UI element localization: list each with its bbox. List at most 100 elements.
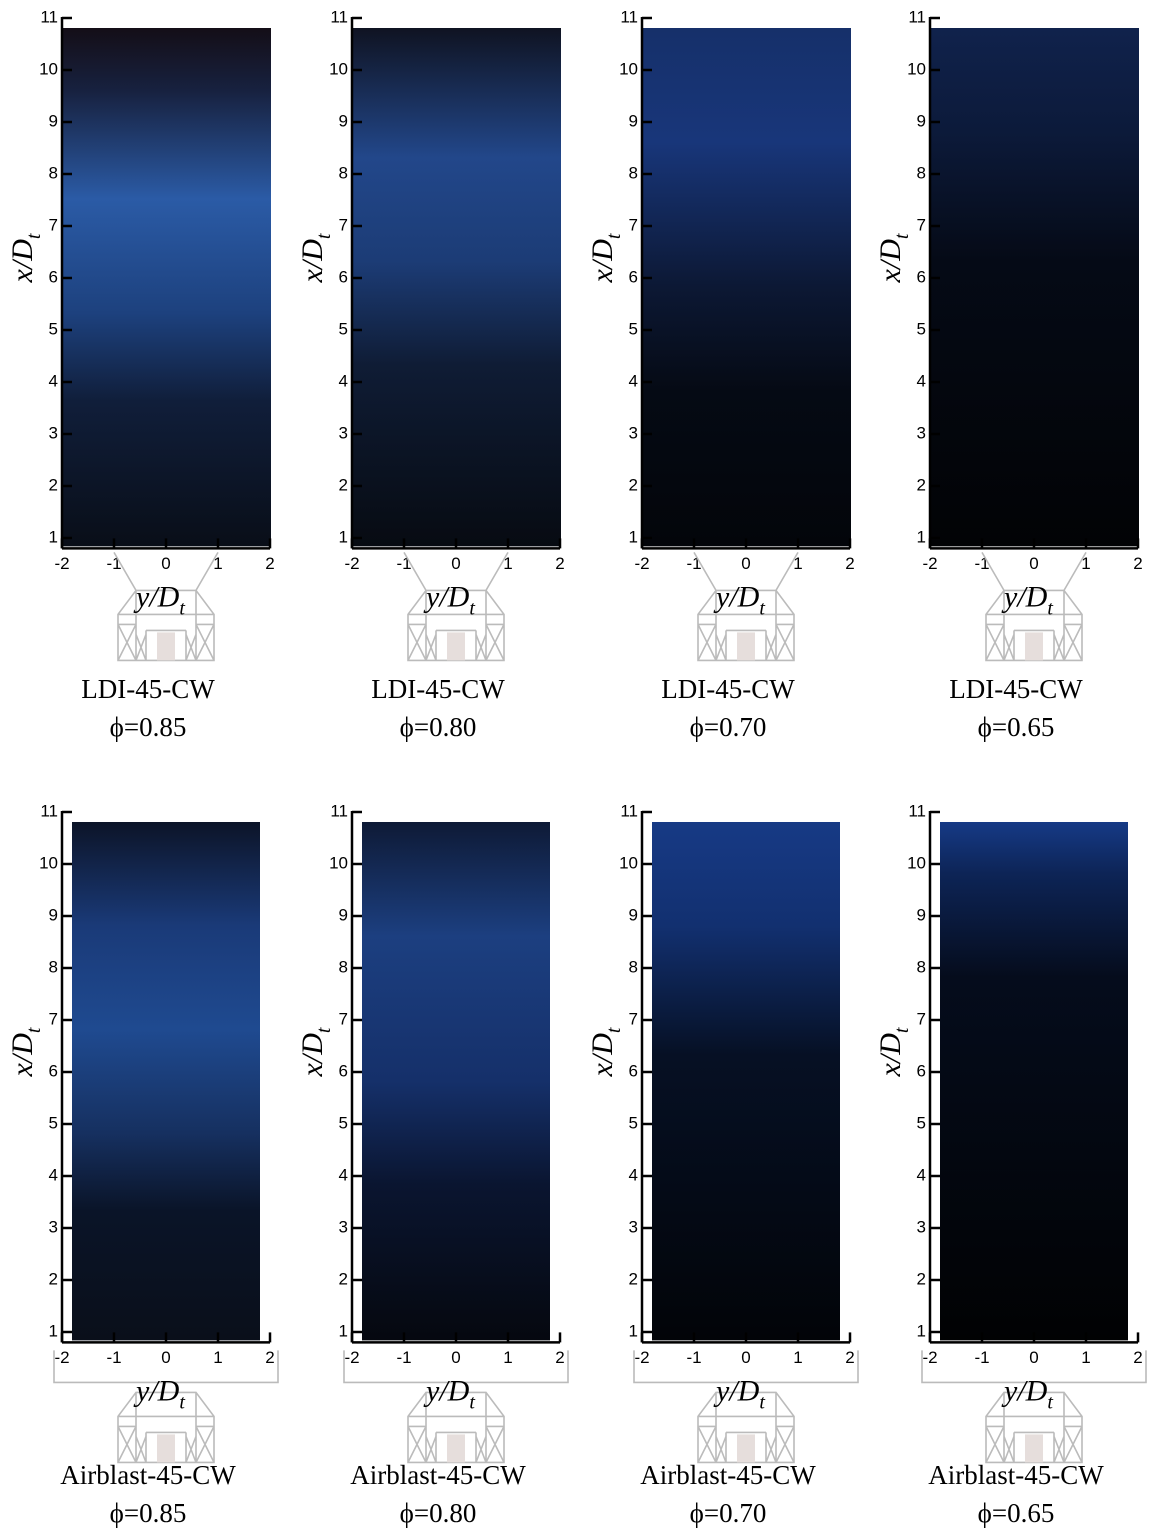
y-tick-label: 10 xyxy=(329,853,348,872)
x-tick-label: -1 xyxy=(396,554,411,573)
y-tick-label: 9 xyxy=(339,905,348,924)
x-tick-label: 1 xyxy=(1081,1348,1090,1367)
x-tick-label: -1 xyxy=(974,554,989,573)
panel: 1234567891011-2-1012y/Dtx/DtAirblast-45-… xyxy=(874,801,1146,1528)
y-tick-label: 5 xyxy=(917,319,926,338)
y-axis-label-sub: t xyxy=(313,1027,335,1033)
y-axis-label: x/Dt xyxy=(6,233,45,283)
x-axis-label-sub: t xyxy=(759,597,765,619)
y-tick-label: 8 xyxy=(629,163,638,182)
y-tick-label: 11 xyxy=(908,801,926,820)
schematic-nozzle xyxy=(1025,1434,1043,1462)
x-axis-label-sub: t xyxy=(179,1391,185,1413)
y-tick-label: 7 xyxy=(339,215,348,234)
x-axis-label: y/Dt xyxy=(713,1374,765,1413)
x-tick-label: 2 xyxy=(845,554,854,573)
y-tick-label: 6 xyxy=(339,267,348,286)
y-axis-label-sub: t xyxy=(603,233,625,239)
y-axis-label-main: x/D xyxy=(586,239,619,284)
schematic-nozzle xyxy=(157,1434,175,1462)
x-tick-label: -1 xyxy=(106,554,121,573)
flame-image xyxy=(353,28,561,546)
x-axis-label-main: y/D xyxy=(423,580,470,613)
y-axis-label-sub: t xyxy=(891,233,913,239)
x-tick-label: 1 xyxy=(213,1348,222,1367)
panel-title: Airblast-45-CW xyxy=(350,1460,526,1490)
panel-title: Airblast-45-CW xyxy=(640,1460,816,1490)
y-tick-label: 2 xyxy=(339,1269,348,1288)
x-tick-label: -2 xyxy=(922,554,937,573)
x-tick-label: 0 xyxy=(451,1348,460,1367)
x-tick-label: 0 xyxy=(741,554,750,573)
y-tick-label: 3 xyxy=(49,423,58,442)
x-tick-label: 0 xyxy=(161,1348,170,1367)
y-tick-label: 7 xyxy=(339,1009,348,1028)
x-tick-label: -2 xyxy=(634,1348,649,1367)
y-tick-label: 2 xyxy=(49,475,58,494)
x-axis-label-sub: t xyxy=(469,1391,475,1413)
y-tick-label: 8 xyxy=(49,163,58,182)
y-tick-label: 2 xyxy=(629,1269,638,1288)
y-tick-label: 10 xyxy=(39,853,58,872)
x-axis-label-main: y/D xyxy=(423,1374,470,1407)
y-axis-label: x/Dt xyxy=(586,1027,625,1077)
y-tick-label: 9 xyxy=(49,111,58,130)
panel-subtitle: ϕ=0.80 xyxy=(400,712,477,742)
x-axis-label-sub: t xyxy=(1047,597,1053,619)
x-tick-label: -1 xyxy=(686,554,701,573)
y-tick-label: 6 xyxy=(629,1061,638,1080)
x-axis-label: y/Dt xyxy=(1001,580,1053,619)
x-tick-label: 0 xyxy=(1029,1348,1038,1367)
schematic-nozzle xyxy=(1025,632,1043,660)
y-tick-label: 9 xyxy=(339,111,348,130)
y-tick-label: 4 xyxy=(629,371,638,390)
x-tick-label: 1 xyxy=(503,1348,512,1367)
y-tick-label: 8 xyxy=(917,163,926,182)
y-tick-label: 7 xyxy=(917,1009,926,1028)
x-tick-label: 0 xyxy=(741,1348,750,1367)
panel-subtitle: ϕ=0.80 xyxy=(400,1498,477,1528)
y-tick-label: 1 xyxy=(629,527,638,546)
y-tick-label: 5 xyxy=(49,319,58,338)
x-tick-label: 2 xyxy=(845,1348,854,1367)
y-tick-label: 6 xyxy=(629,267,638,286)
x-axis-label-sub: t xyxy=(1047,1391,1053,1413)
y-tick-label: 6 xyxy=(49,267,58,286)
y-tick-label: 3 xyxy=(49,1217,58,1236)
panel-subtitle: ϕ=0.65 xyxy=(978,1498,1055,1528)
x-tick-label: -2 xyxy=(54,554,69,573)
y-tick-label: 10 xyxy=(619,853,638,872)
y-tick-label: 7 xyxy=(629,215,638,234)
x-tick-label: -2 xyxy=(344,1348,359,1367)
y-tick-label: 8 xyxy=(49,957,58,976)
y-tick-label: 8 xyxy=(917,957,926,976)
x-tick-label: -1 xyxy=(686,1348,701,1367)
y-tick-label: 11 xyxy=(330,801,348,820)
flame-image xyxy=(72,822,260,1340)
y-tick-label: 11 xyxy=(40,801,58,820)
schematic-nozzle xyxy=(737,632,755,660)
y-tick-label: 4 xyxy=(629,1165,638,1184)
y-tick-label: 3 xyxy=(917,1217,926,1236)
y-axis-label-main: x/D xyxy=(874,239,907,284)
y-tick-label: 9 xyxy=(917,111,926,130)
y-tick-label: 11 xyxy=(40,7,58,26)
flame-image xyxy=(643,28,851,546)
y-tick-label: 1 xyxy=(917,527,926,546)
flame-image xyxy=(362,822,550,1340)
y-tick-label: 7 xyxy=(49,1009,58,1028)
y-tick-label: 1 xyxy=(49,527,58,546)
y-tick-label: 1 xyxy=(49,1321,58,1340)
y-axis-label: x/Dt xyxy=(874,1027,913,1077)
y-tick-label: 5 xyxy=(629,1113,638,1132)
y-tick-label: 10 xyxy=(329,59,348,78)
y-tick-label: 2 xyxy=(49,1269,58,1288)
y-tick-label: 9 xyxy=(629,905,638,924)
y-tick-label: 4 xyxy=(339,371,348,390)
y-tick-label: 1 xyxy=(629,1321,638,1340)
x-axis-label-main: y/D xyxy=(133,580,180,613)
y-tick-label: 7 xyxy=(49,215,58,234)
panel-subtitle: ϕ=0.70 xyxy=(690,1498,767,1528)
